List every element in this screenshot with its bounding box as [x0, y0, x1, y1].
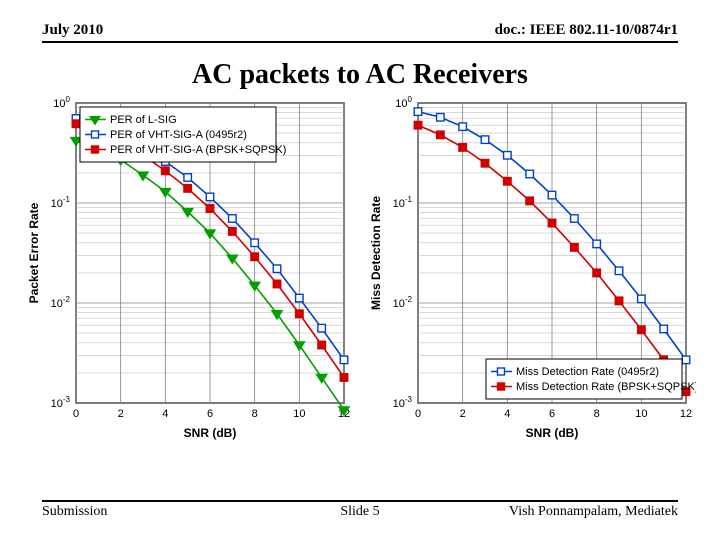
- svg-text:Miss Detection Rate: Miss Detection Rate: [369, 196, 383, 310]
- chart-right: 10-3 10-2 10-1 100 0 2 4 6 8 10 12 SNR (dB) Miss Det…: [366, 93, 696, 445]
- svg-text:6: 6: [207, 408, 213, 420]
- svg-text:10: 10: [293, 408, 305, 420]
- header-date: July 2010: [42, 22, 103, 39]
- svg-text:2: 2: [118, 408, 124, 420]
- svg-text:PER of VHT-SIG-A (0495r2): PER of VHT-SIG-A (0495r2): [110, 129, 247, 141]
- svg-text:SNR (dB): SNR (dB): [184, 426, 237, 440]
- svg-text:10-2: 10-2: [51, 295, 71, 310]
- svg-text:10-3: 10-3: [51, 395, 71, 410]
- svg-text:10-3: 10-3: [393, 395, 413, 410]
- svg-text:100: 100: [53, 95, 70, 110]
- svg-text:SNR (dB): SNR (dB): [526, 426, 579, 440]
- footer: Submission Slide 5 Vish Ponnampalam, Med…: [0, 502, 720, 520]
- svg-text:0: 0: [73, 408, 79, 420]
- header-underline: [42, 41, 678, 43]
- svg-text:Miss Detection Rate (0495r2): Miss Detection Rate (0495r2): [516, 366, 659, 378]
- footer-right: Vish Ponnampalam, Mediatek: [466, 504, 678, 520]
- footer-left: Submission: [42, 504, 254, 520]
- svg-text:6: 6: [549, 408, 555, 420]
- svg-text:10-2: 10-2: [393, 295, 413, 310]
- header-doc: doc.: IEEE 802.11-10/0874r1: [495, 22, 678, 39]
- svg-text:4: 4: [162, 408, 168, 420]
- page-title: AC packets to AC Receivers: [0, 59, 720, 91]
- svg-text:PER of VHT-SIG-A (BPSK+SQPSK): PER of VHT-SIG-A (BPSK+SQPSK): [110, 144, 286, 156]
- svg-text:PER of L-SIG: PER of L-SIG: [110, 114, 177, 126]
- header: July 2010 doc.: IEEE 802.11-10/0874r1: [0, 0, 720, 41]
- svg-text:8: 8: [594, 408, 600, 420]
- svg-text:8: 8: [252, 408, 258, 420]
- svg-text:0: 0: [415, 408, 421, 420]
- svg-text:12: 12: [680, 408, 692, 420]
- svg-text:Packet Error Rate: Packet Error Rate: [27, 202, 41, 303]
- svg-text:Miss Detection Rate (BPSK+SQPS: Miss Detection Rate (BPSK+SQPSK): [516, 381, 696, 393]
- svg-text:10: 10: [635, 408, 647, 420]
- footer-center: Slide 5: [254, 504, 466, 520]
- svg-text:10-1: 10-1: [51, 195, 71, 210]
- chart-left: 10-310-210-1100024681012SNR (dB)Packet E…: [24, 93, 354, 445]
- svg-text:2: 2: [460, 408, 466, 420]
- svg-text:100: 100: [395, 95, 412, 110]
- svg-text:10-1: 10-1: [393, 195, 413, 210]
- charts-row: 10-310-210-1100024681012SNR (dB)Packet E…: [0, 93, 720, 445]
- svg-text:4: 4: [504, 408, 510, 420]
